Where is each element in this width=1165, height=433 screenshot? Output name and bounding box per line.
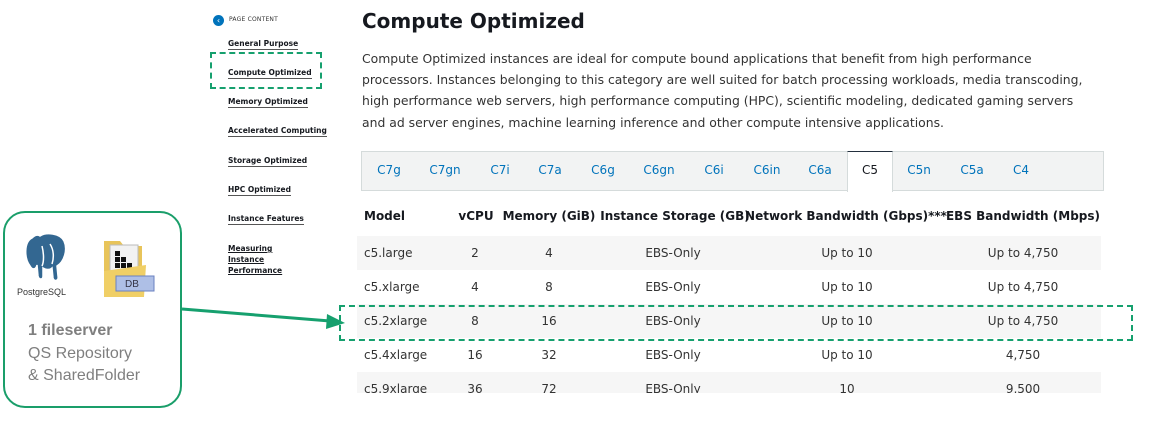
- fileserver-title: 1 fileserver: [28, 322, 113, 339]
- cell-network: Up to 10: [821, 280, 873, 294]
- instance-tabs: [361, 151, 1104, 191]
- page-title: Compute Optimized: [362, 9, 585, 33]
- tab-c7i[interactable]: C7i: [490, 163, 510, 177]
- tab-c6gn[interactable]: C6gn: [643, 163, 675, 177]
- table-row: c5.xlarge 4 8 EBS-Only Up to 10 Up to 4,750: [357, 270, 1101, 304]
- fileserver-line-2: & SharedFolder: [28, 367, 141, 384]
- cell-vcpu: 2: [471, 246, 479, 260]
- table-row: c5.4xlarge 16 32 EBS-Only Up to 10 4,750: [357, 338, 1101, 372]
- tab-c6i[interactable]: C6i: [704, 163, 724, 177]
- sidebar-item-compute-optimized[interactable]: Compute Optimized: [228, 68, 312, 79]
- cell-network: Up to 10: [821, 314, 873, 328]
- sidebar-item-storage-optimized[interactable]: Storage Optimized: [228, 156, 308, 167]
- tab-c7gn[interactable]: C7gn: [429, 163, 461, 177]
- cell-memory: 4: [545, 246, 553, 260]
- cell-network: 10: [839, 382, 855, 396]
- sidebar-item-instance-features[interactable]: Instance Features: [228, 214, 304, 225]
- sidebar-item-hpc-optimized[interactable]: HPC Optimized: [228, 185, 291, 196]
- table-row: c5.2xlarge 8 16 EBS-Only Up to 10 Up to 4,750: [357, 304, 1101, 338]
- cell-network: Up to 10: [821, 348, 873, 362]
- arrow-icon: [181, 307, 345, 329]
- cell-model: c5.9xlarge: [364, 382, 428, 396]
- tab-c6g[interactable]: C6g: [591, 163, 615, 177]
- cell-model: c5.2xlarge: [364, 314, 428, 328]
- tab-c5a[interactable]: C5a: [960, 163, 984, 177]
- sidebar-item-measuring-instance-performance[interactable]: Measuring Instance Performance: [228, 244, 283, 275]
- cell-storage: EBS-Only: [645, 246, 701, 260]
- tab-c4[interactable]: C4: [1012, 163, 1030, 177]
- db-badge: DB: [125, 279, 139, 290]
- column-header-instance-storage: Instance Storage (GB): [600, 209, 750, 223]
- fileserver-annotation-box: [3, 211, 182, 408]
- sidebar-item-memory-optimized[interactable]: Memory Optimized: [228, 97, 308, 108]
- cell-vcpu: 36: [467, 382, 483, 396]
- cell-memory: 32: [541, 348, 557, 362]
- highlight-sidebar-box: [210, 52, 322, 89]
- cell-storage: EBS-Only: [645, 280, 701, 294]
- fileserver-line-1: QS Repository: [28, 345, 133, 362]
- cell-memory: 72: [541, 382, 557, 396]
- tab-c5[interactable]: C5: [861, 163, 879, 177]
- tab-c7g[interactable]: C7g: [377, 163, 401, 177]
- cell-network: Up to 10: [821, 246, 873, 260]
- tab-c6a[interactable]: C6a: [808, 163, 832, 177]
- postgresql-elephant-icon: [25, 232, 67, 282]
- sidebar-item-accelerated-computing[interactable]: Accelerated Computing: [228, 126, 327, 137]
- column-header-memory: Memory (GiB): [502, 209, 596, 223]
- cell-model: c5.4xlarge: [364, 348, 428, 362]
- column-header-network-bandwidth: Network Bandwidth (Gbps)***: [745, 209, 947, 223]
- cell-vcpu: 16: [467, 348, 483, 362]
- tab-c5n[interactable]: C5n: [907, 163, 931, 177]
- cell-model: c5.xlarge: [364, 280, 420, 294]
- table-row: c5.large 2 4 EBS-Only Up to 10 Up to 4,750: [357, 236, 1101, 270]
- page-content-label: PAGE CONTENT: [229, 16, 278, 23]
- cell-memory: 8: [545, 280, 553, 294]
- sidebar-item-general-purpose[interactable]: General Purpose: [228, 39, 299, 50]
- page-description: Compute Optimized instances are ideal fo…: [362, 51, 1083, 130]
- cell-memory: 16: [541, 314, 557, 328]
- cell-storage: EBS-Only: [645, 348, 701, 362]
- cell-model: c5.large: [364, 246, 413, 260]
- chevron-left-icon[interactable]: ‹: [213, 15, 224, 26]
- tab-c7a[interactable]: C7a: [538, 163, 562, 177]
- db-folder-icon: [104, 241, 155, 297]
- cell-ebs: 4,750: [1005, 348, 1041, 362]
- column-header-model: Model: [364, 209, 406, 223]
- cell-vcpu: 8: [471, 314, 479, 328]
- cell-storage: EBS-Only: [645, 314, 701, 328]
- cell-ebs: Up to 4,750: [987, 280, 1059, 294]
- postgresql-logo-text: PostgreSQL: [17, 287, 67, 297]
- active-tab-background: [847, 151, 893, 192]
- column-header-vcpu: vCPU: [458, 209, 494, 223]
- tab-c6in[interactable]: C6in: [753, 163, 781, 177]
- cell-vcpu: 4: [471, 280, 479, 294]
- table-clip: [357, 393, 1117, 433]
- cell-ebs: 9,500: [1005, 382, 1041, 396]
- cell-ebs: Up to 4,750: [987, 246, 1059, 260]
- highlight-row-box: [339, 305, 1133, 341]
- cell-storage: EBS-Only: [645, 382, 701, 396]
- column-header-ebs-bandwidth: EBS Bandwidth (Mbps): [945, 209, 1101, 223]
- cell-ebs: Up to 4,750: [987, 314, 1059, 328]
